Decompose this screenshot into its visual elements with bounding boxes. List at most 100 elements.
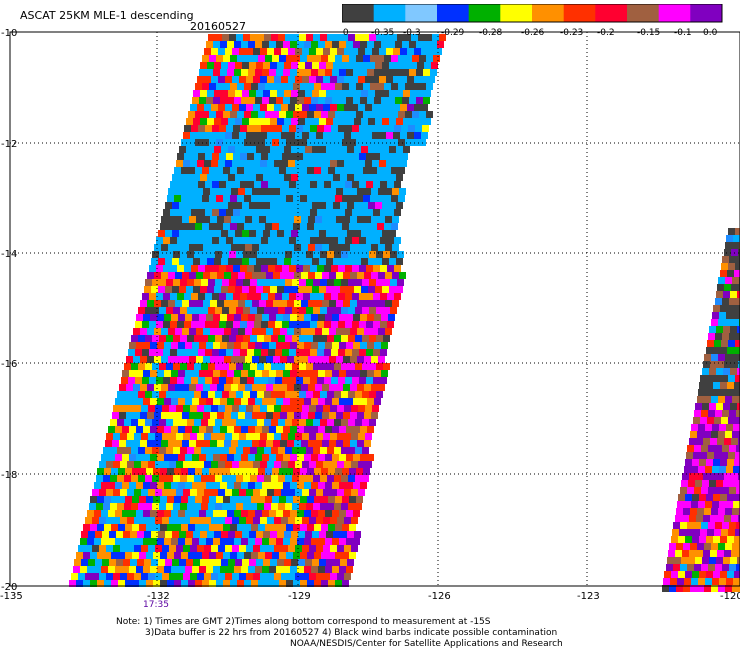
swath-cell	[331, 293, 338, 300]
swath-cell	[396, 286, 403, 293]
swath-cell	[720, 270, 727, 277]
swath-cell	[249, 258, 256, 265]
swath-cell	[155, 545, 162, 552]
swath-cell	[180, 363, 187, 370]
swath-cell	[155, 573, 162, 580]
swath-cell	[737, 480, 740, 487]
swath-cell	[295, 160, 302, 167]
swath-cell	[398, 195, 405, 202]
swath-cell	[738, 550, 740, 557]
swath-cell	[286, 524, 293, 531]
swath-cell	[392, 216, 399, 223]
swath-cell	[134, 489, 141, 496]
swath-cell	[667, 557, 674, 564]
swath-cell	[166, 363, 173, 370]
swath-cell	[345, 377, 352, 384]
swath-cell	[321, 83, 328, 90]
swath-cell	[285, 475, 292, 482]
swath-cell	[304, 314, 311, 321]
colorbar-border	[342, 4, 723, 23]
swath-cell	[309, 405, 316, 412]
swath-cell	[366, 293, 373, 300]
swath-cell	[113, 489, 120, 496]
swath-cell	[225, 545, 232, 552]
swath-cell	[370, 139, 377, 146]
swath-cell	[269, 69, 276, 76]
swath-cell	[339, 41, 346, 48]
swath-cell	[421, 132, 428, 139]
swath-cell	[292, 251, 299, 258]
swath-cell	[159, 419, 166, 426]
swath-cell	[226, 181, 233, 188]
swath-cell	[257, 335, 264, 342]
swath-cell	[239, 517, 246, 524]
swath-cell	[330, 76, 337, 83]
swath-cell	[380, 125, 387, 132]
swath-cell	[352, 265, 359, 272]
swath-cell	[378, 384, 385, 391]
swath-cell	[246, 461, 253, 468]
swath-cell	[249, 202, 256, 209]
swath-cell	[201, 363, 208, 370]
swath-cell	[238, 412, 245, 419]
swath-cell	[417, 118, 424, 125]
swath-cell	[377, 83, 384, 90]
swath-cell	[695, 557, 702, 564]
swath-cell	[380, 293, 387, 300]
swath-cell	[334, 391, 341, 398]
swath-cell	[238, 328, 245, 335]
swath-cell	[164, 370, 171, 377]
swath-cell	[364, 272, 371, 279]
swath-cell	[360, 454, 367, 461]
swath-cell	[134, 517, 141, 524]
swath-cell	[410, 90, 417, 97]
swath-cell	[209, 496, 216, 503]
swath-cell	[287, 300, 294, 307]
swath-cell	[340, 146, 347, 153]
swath-cell	[184, 153, 191, 160]
swath-cell	[342, 195, 349, 202]
swath-cell	[145, 419, 152, 426]
swath-cell	[348, 419, 355, 426]
swath-cell	[678, 536, 685, 543]
swath-cell	[168, 216, 175, 223]
swath-cell	[287, 440, 294, 447]
swath-cell	[230, 139, 237, 146]
swath-cell	[349, 496, 356, 503]
swath-cell	[167, 524, 174, 531]
swath-cell	[300, 55, 307, 62]
swath-cell	[183, 545, 190, 552]
swath-cell	[381, 314, 388, 321]
swath-cell	[294, 300, 301, 307]
swath-cell	[362, 335, 369, 342]
swath-cell	[164, 510, 171, 517]
swath-cell	[369, 335, 376, 342]
swath-cell	[214, 90, 221, 97]
swath-cell	[108, 454, 115, 461]
swath-cell	[140, 384, 147, 391]
swath-cell	[730, 480, 737, 487]
swath-cell	[181, 580, 188, 587]
swath-cell	[203, 300, 210, 307]
swath-cell	[191, 349, 198, 356]
swath-cell	[159, 335, 166, 342]
swath-cell	[162, 489, 169, 496]
swath-cell	[150, 426, 157, 433]
swath-cell	[213, 510, 220, 517]
swath-cell	[348, 279, 355, 286]
swath-cell	[737, 291, 740, 298]
swath-cell	[310, 125, 317, 132]
swath-cell	[198, 293, 205, 300]
swath-cell	[357, 216, 364, 223]
swath-cell	[272, 55, 279, 62]
swath-cell	[198, 237, 205, 244]
swath-cell	[149, 321, 156, 328]
swath-cell	[307, 195, 314, 202]
swath-cell	[260, 517, 267, 524]
swath-cell	[233, 237, 240, 244]
swath-cell	[171, 426, 178, 433]
swath-cell	[329, 300, 336, 307]
swath-cell	[267, 132, 274, 139]
swath-cell	[734, 459, 740, 466]
swath-cell	[252, 412, 259, 419]
